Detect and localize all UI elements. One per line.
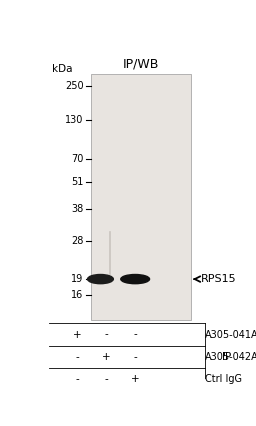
- Text: RPS15: RPS15: [201, 274, 236, 284]
- Text: kDa: kDa: [52, 64, 72, 74]
- Text: 38: 38: [71, 204, 83, 213]
- Text: -: -: [133, 330, 137, 340]
- Text: -: -: [104, 330, 108, 340]
- Ellipse shape: [121, 274, 150, 284]
- Text: 19: 19: [71, 274, 83, 284]
- Text: +: +: [102, 352, 111, 362]
- Text: IP/WB: IP/WB: [123, 58, 159, 71]
- Bar: [91, 74, 191, 320]
- Text: 130: 130: [65, 115, 83, 125]
- Text: 250: 250: [65, 81, 83, 91]
- Text: -: -: [133, 352, 137, 362]
- Text: Ctrl IgG: Ctrl IgG: [205, 374, 242, 384]
- Text: 51: 51: [71, 177, 83, 187]
- Text: IP: IP: [222, 352, 232, 362]
- Text: -: -: [76, 374, 80, 384]
- Text: +: +: [73, 330, 82, 340]
- Text: -: -: [104, 374, 108, 384]
- Ellipse shape: [88, 274, 113, 284]
- Text: -: -: [76, 352, 80, 362]
- Text: +: +: [131, 374, 140, 384]
- Text: A305-042A: A305-042A: [205, 352, 256, 362]
- Text: 16: 16: [71, 291, 83, 300]
- Text: 70: 70: [71, 154, 83, 164]
- Text: 28: 28: [71, 236, 83, 246]
- Text: A305-041A: A305-041A: [205, 330, 256, 340]
